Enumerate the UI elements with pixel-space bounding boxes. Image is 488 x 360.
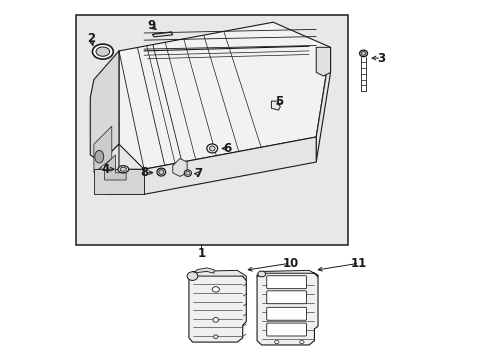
Ellipse shape — [96, 47, 109, 56]
Ellipse shape — [118, 166, 128, 173]
Polygon shape — [94, 126, 112, 173]
Ellipse shape — [257, 271, 265, 277]
Polygon shape — [90, 51, 119, 162]
Ellipse shape — [212, 287, 219, 292]
Text: 4: 4 — [101, 163, 109, 176]
Text: 8: 8 — [141, 166, 149, 179]
Polygon shape — [172, 158, 187, 176]
Polygon shape — [257, 272, 317, 345]
Text: 1: 1 — [197, 247, 205, 260]
Polygon shape — [104, 155, 126, 180]
Text: 3: 3 — [377, 51, 385, 64]
Bar — [76, 15, 348, 244]
Polygon shape — [192, 268, 214, 276]
Polygon shape — [152, 32, 172, 37]
Text: 2: 2 — [87, 32, 95, 45]
Ellipse shape — [95, 150, 103, 163]
Text: 10: 10 — [282, 257, 298, 270]
FancyBboxPatch shape — [266, 276, 306, 289]
Text: 7: 7 — [194, 167, 202, 180]
Polygon shape — [316, 47, 330, 76]
Ellipse shape — [184, 170, 191, 176]
Polygon shape — [257, 270, 317, 277]
Ellipse shape — [185, 171, 190, 175]
FancyBboxPatch shape — [266, 291, 306, 304]
Ellipse shape — [157, 168, 165, 176]
Ellipse shape — [274, 341, 278, 344]
Polygon shape — [101, 144, 144, 194]
Ellipse shape — [361, 51, 365, 55]
Bar — [94, 169, 144, 194]
Ellipse shape — [92, 44, 113, 59]
FancyBboxPatch shape — [266, 307, 306, 320]
Ellipse shape — [212, 318, 218, 322]
Ellipse shape — [209, 146, 215, 151]
Text: 11: 11 — [350, 257, 366, 270]
Text: 5: 5 — [275, 95, 283, 108]
Polygon shape — [119, 22, 330, 169]
Text: 6: 6 — [223, 142, 231, 155]
Polygon shape — [271, 101, 280, 110]
Ellipse shape — [120, 167, 126, 171]
Polygon shape — [316, 47, 330, 162]
FancyBboxPatch shape — [266, 323, 306, 336]
Polygon shape — [188, 270, 246, 280]
Polygon shape — [188, 275, 246, 342]
Ellipse shape — [359, 50, 367, 57]
Ellipse shape — [206, 144, 217, 153]
Ellipse shape — [159, 170, 163, 175]
Ellipse shape — [187, 272, 198, 280]
Ellipse shape — [213, 335, 218, 338]
Polygon shape — [144, 137, 316, 194]
Ellipse shape — [299, 341, 304, 344]
Text: 9: 9 — [147, 19, 155, 32]
